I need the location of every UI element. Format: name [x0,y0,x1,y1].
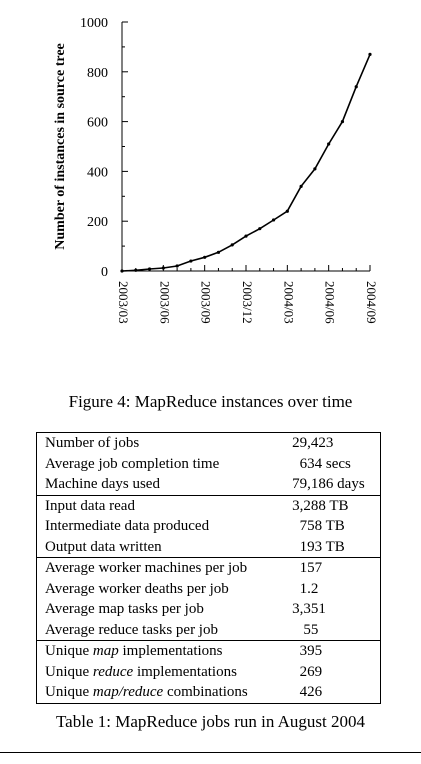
data-point [134,268,138,272]
data-point [175,264,179,268]
row-label: Unique map implementations [36,640,293,662]
table-row: Intermediate data produced 758 TB [37,516,381,537]
page-bottom-rule [0,752,421,753]
row-value: 79,186 days [292,476,365,493]
x-tick-label: 2004/09 [364,281,379,324]
row-label: Average map tasks per job [45,601,204,618]
row-label: Unique reduce implementations [45,663,237,680]
row-value: 426 [292,684,323,701]
row-label: Number of jobs [45,435,140,452]
table-row: Machine days used 79,186 days [37,474,381,495]
figure-caption: Figure 4: MapReduce instances over time [68,392,353,411]
data-point [354,85,358,89]
data-point [299,184,303,188]
table-caption: Table 1: MapReduce jobs run in August 20… [55,712,366,731]
data-point [216,250,221,254]
row-value: 3,351 [292,601,326,618]
data-point [368,52,372,56]
data-point [161,266,165,270]
table-row: Average job completion time 634 secs [37,454,381,475]
x-tick-label: 2004/03 [281,281,296,324]
table-row: Average worker machines per job 157 [36,557,381,579]
table-row: Average worker deaths per job 1.2 [37,579,381,600]
data-point [244,234,248,238]
data-point [258,227,262,231]
table-row: Unique map implementations 395 [36,640,381,662]
row-value: 193 TB [292,538,345,555]
y-tick-label: 200 [87,215,108,230]
row-label: Average job completion time [45,455,220,472]
row-label: Output data written [45,538,162,555]
row-value: 634 secs [292,455,351,472]
data-point [203,255,207,259]
x-tick-label: 2003/09 [199,281,214,324]
mapreduce-stats-table: Number of jobs 29,423 Average job complet… [36,432,381,704]
data-point [313,167,317,171]
x-tick-label: 2003/06 [157,281,172,324]
row-label: Unique map/reduce combinations [45,684,248,701]
table-row: Unique reduce implementations 269 [37,662,381,683]
data-point [230,243,234,247]
x-tick-label: 2003/12 [240,281,255,324]
y-tick-label: 1000 [80,16,108,31]
row-label: Intermediate data produced [45,518,210,535]
y-tick-label: 800 [87,66,108,81]
y-tick-label: 0 [101,265,108,280]
x-tick-label: 2004/06 [323,281,338,324]
row-value: 395 [292,640,381,662]
row-value: 55 [292,621,319,638]
data-point [271,218,276,222]
data-point [147,267,152,271]
data-point [189,259,193,263]
table-row: Average reduce tasks per job 55 [37,620,381,641]
data-point [340,120,345,124]
row-value: 157 [292,557,381,579]
row-value: 1.2 [292,580,319,597]
row-label: Average reduce tasks per job [45,621,218,638]
row-label: Average worker deaths per job [45,580,229,597]
row-value: 3,288 TB [292,494,381,516]
y-tick-label: 600 [87,116,108,131]
table-row: Average map tasks per job 3,351 [37,599,381,620]
data-point [327,142,331,146]
x-tick-label: 2003/03 [116,281,131,324]
table-row: Output data written 193 TB [37,537,381,558]
instances-line-chart: 0 200 400 600 800 1000 2003/03 2003/06 2003/09 20… [53,16,379,324]
row-label: Machine days used [45,476,160,493]
row-value: 29,423 [292,435,349,452]
table-row: Input data read 3,288 TB [36,494,381,516]
table-row: Unique map/reduce combinations 426 [37,682,381,703]
data-point [120,269,124,273]
row-value: 269 [292,663,323,680]
y-axis-title: Number of instances in source tree [53,43,68,249]
data-point [285,209,289,213]
row-label: Input data read [36,494,293,516]
y-tick-label: 400 [87,165,108,180]
row-label: Average worker machines per job [36,557,293,579]
table-row: Number of jobs 29,423 [37,433,381,454]
series-line [121,54,371,272]
row-value: 758 TB [292,518,345,535]
